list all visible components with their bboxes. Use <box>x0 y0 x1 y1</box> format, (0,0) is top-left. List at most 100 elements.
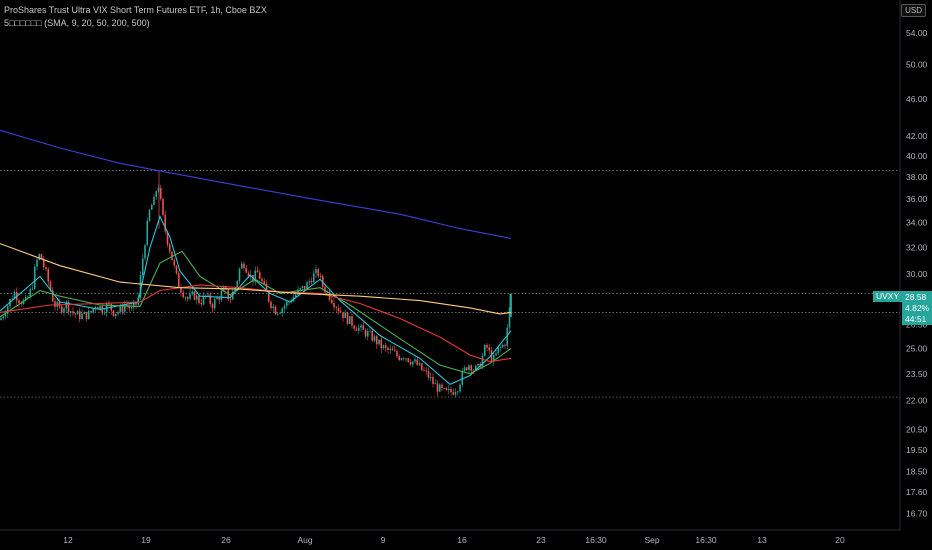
candle-body <box>11 298 14 300</box>
candle-body <box>114 313 117 317</box>
candle-body <box>155 191 158 197</box>
candle-body <box>126 305 128 306</box>
candle-body <box>6 306 9 314</box>
price-tick-label: 42.00 <box>906 131 928 141</box>
candle-body <box>366 331 369 337</box>
candle-body <box>123 305 126 312</box>
candle-body <box>495 353 497 356</box>
candle-body <box>371 330 374 341</box>
candle-body <box>76 311 79 315</box>
candle-body <box>13 292 16 299</box>
candle-body <box>477 363 479 366</box>
candle-body <box>173 260 176 266</box>
candle-body <box>74 313 77 315</box>
candle-body <box>360 325 362 328</box>
last-candle-body <box>509 293 512 317</box>
candle-body <box>54 301 56 307</box>
candle-body <box>207 294 209 296</box>
candle-body <box>83 311 86 314</box>
candle-body <box>101 306 104 314</box>
currency-badge[interactable]: USD <box>901 4 926 17</box>
candle-body <box>112 310 115 317</box>
candle-body <box>274 306 277 315</box>
candle-body <box>148 209 151 221</box>
candle-body <box>387 347 389 350</box>
candle-body <box>117 312 119 314</box>
candle-body <box>240 263 243 269</box>
candle-body <box>162 198 164 216</box>
candle-body <box>220 290 223 300</box>
candle-body <box>414 359 416 362</box>
candle-body <box>254 270 257 282</box>
candle-body <box>182 292 185 298</box>
candle-body <box>490 350 493 362</box>
candle-body <box>373 336 376 341</box>
candle-body <box>60 306 63 313</box>
candle-body <box>72 311 74 314</box>
candle-body <box>351 316 353 326</box>
candle-body <box>42 259 45 268</box>
candle-body <box>497 347 500 354</box>
candle-body <box>51 290 54 302</box>
candle-body <box>427 371 430 378</box>
price-tick-label: 19.50 <box>906 445 928 455</box>
candle-body <box>432 376 434 384</box>
candle-body <box>346 312 349 324</box>
candle-body <box>405 358 407 360</box>
candle-body <box>267 291 270 302</box>
sma9-line <box>0 215 512 385</box>
time-tick-label: 12 <box>63 535 73 545</box>
candle-body <box>283 305 286 309</box>
candle-body <box>393 350 396 352</box>
candle-body <box>243 263 245 269</box>
candle-body <box>279 312 281 314</box>
time-tick-label: Sep <box>644 535 659 545</box>
candle-body <box>202 295 205 305</box>
candle-body <box>369 330 371 332</box>
candle-body <box>364 329 367 337</box>
candle-body <box>229 299 232 301</box>
candle-body <box>141 258 144 276</box>
candle-body <box>186 297 189 299</box>
time-tick-label: 16:30 <box>695 535 717 545</box>
candle-body <box>270 301 272 309</box>
candle-body <box>337 307 340 312</box>
candle-body <box>168 244 171 252</box>
candle-body <box>263 281 266 284</box>
candle-body <box>429 376 432 378</box>
candle-body <box>164 215 167 232</box>
candle-body <box>128 305 131 309</box>
last-price-label: 28.58 <box>902 291 932 303</box>
symbol-price-tag: UVXY <box>873 291 903 302</box>
candle-body <box>506 327 509 346</box>
candle-body <box>92 308 95 313</box>
price-tick-label: 32.00 <box>906 242 928 252</box>
candle-body <box>261 278 263 282</box>
price-tick-label: 36.00 <box>906 194 928 204</box>
candle-body <box>420 363 423 371</box>
price-tick-label: 25.00 <box>906 343 928 353</box>
candle-body <box>317 269 320 276</box>
candle-body <box>470 365 473 371</box>
candle-body <box>456 391 459 393</box>
time-tick-label: 23 <box>536 535 546 545</box>
candle-body <box>463 367 466 371</box>
time-tick-label: 19 <box>141 535 151 545</box>
candle-body <box>130 307 133 309</box>
candle-body <box>492 355 495 362</box>
candle-body <box>465 367 468 371</box>
candle-body <box>99 306 101 309</box>
candle-body <box>36 259 38 267</box>
candle-body <box>175 265 178 274</box>
candle-body <box>384 345 387 348</box>
candle-body <box>180 287 182 293</box>
candle-body <box>245 268 248 273</box>
candle-body <box>135 302 137 305</box>
candle-body <box>285 301 288 306</box>
price-tick-label: 18.50 <box>906 467 928 477</box>
candle-body <box>362 325 365 330</box>
candle-body <box>355 328 358 331</box>
candle-body <box>357 327 360 331</box>
candle-body <box>177 273 180 288</box>
